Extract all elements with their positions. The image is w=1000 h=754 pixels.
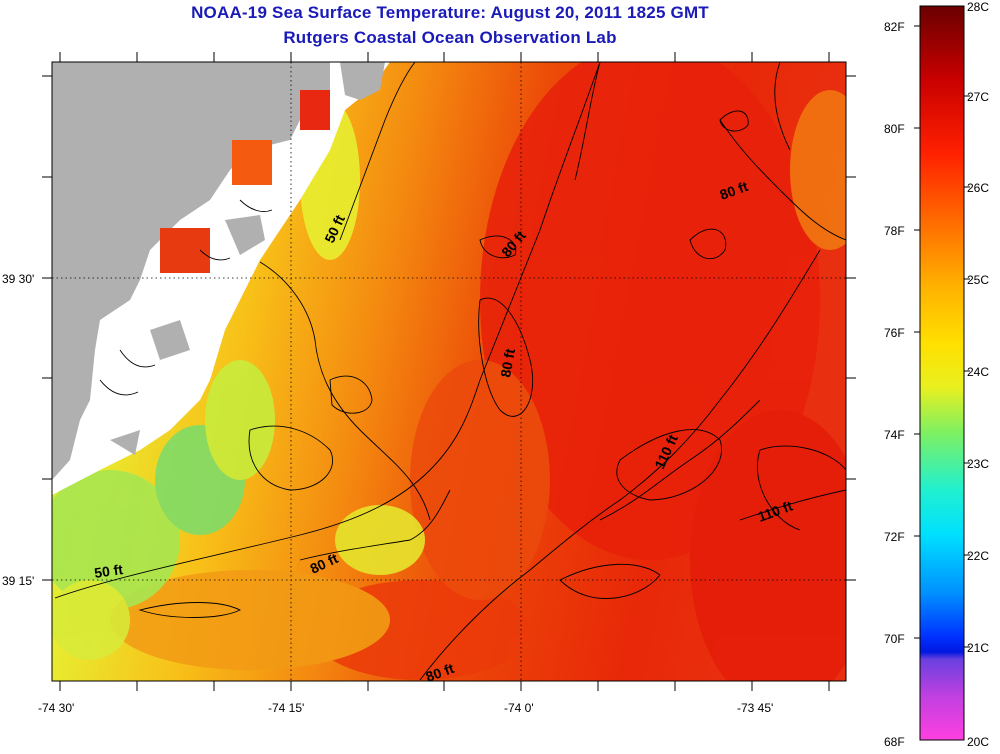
colorbar-c-label: 28C [967, 0, 989, 14]
coastal-hot-pixels [160, 90, 330, 273]
colorbar-gradient [919, 5, 965, 741]
lat-tick-label: 39 15' [2, 574, 34, 588]
contour-label: 80 ft [497, 347, 518, 378]
colorbar-f-label: 76F [884, 326, 905, 340]
colorbar-c-label: 22C [967, 549, 989, 563]
colorbar-c-label: 21C [967, 641, 989, 655]
colorbar-f-label: 74F [884, 428, 905, 442]
map-title: NOAA-19 Sea Surface Temperature: August … [191, 3, 709, 22]
lon-tick-label: -74 0' [504, 701, 534, 715]
colorbar-f-label: 72F [884, 530, 905, 544]
colorbar-f-label: 82F [884, 20, 905, 34]
map-subtitle: Rutgers Coastal Ocean Observation Lab [283, 28, 617, 47]
colorbar-c-label: 25C [967, 273, 989, 287]
colorbar-c-label: 20C [967, 735, 989, 749]
colorbar-c-label: 27C [967, 90, 989, 104]
lon-tick-label: -74 30' [38, 701, 74, 715]
sst-map[interactable]: 50 ft 50 ft 80 ft 80 ft 80 ft 80 ft 80 f… [40, 40, 870, 710]
map-frame [51, 61, 847, 682]
colorbar-c-label: 24C [967, 365, 989, 379]
colorbar-f-label: 80F [884, 122, 905, 136]
colorbar-f-label: 70F [884, 632, 905, 646]
colorbar-c-label: 23C [967, 457, 989, 471]
contour-label: 50 ft [93, 561, 124, 581]
depth-contours [54, 62, 846, 681]
warm-patches [110, 62, 846, 681]
lat-tick-label: 39 30' [2, 272, 34, 286]
graticule [52, 62, 846, 681]
axis-ticks [42, 52, 856, 691]
temperature-colorbar: 82F 80F 78F 76F 74F 72F 70F 68F 28C 27C … [884, 0, 989, 749]
axis-labels: 39 30' 39 15' -74 30' -74 15' -74 0' -73… [2, 272, 773, 715]
colorbar-f-label: 78F [884, 224, 905, 238]
lon-tick-label: -74 15' [268, 701, 304, 715]
lon-tick-label: -73 45' [737, 701, 773, 715]
colorbar-f-label: 68F [884, 735, 905, 749]
colorbar-c-label: 26C [967, 181, 989, 195]
land-area [52, 62, 385, 480]
